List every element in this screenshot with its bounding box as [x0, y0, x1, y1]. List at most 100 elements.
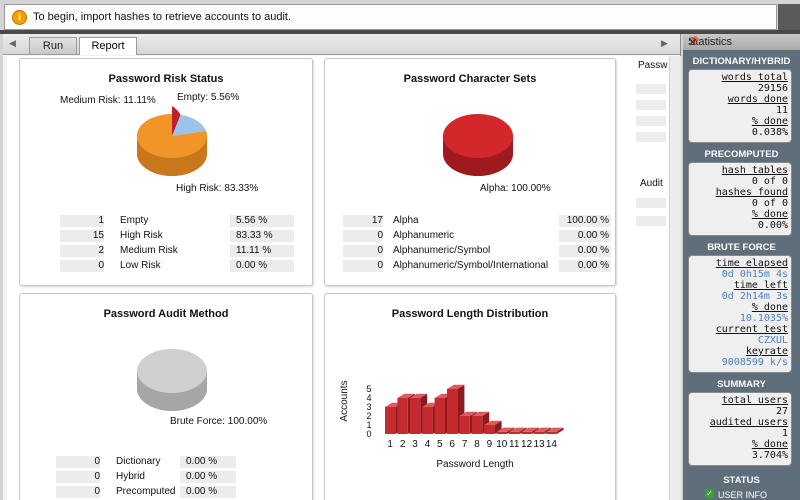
x-tick-label: 4: [425, 439, 431, 450]
time-elapsed-label: time elapsed: [715, 258, 788, 269]
hashes-found-label: hashes found: [715, 187, 788, 198]
bar-top: [409, 393, 428, 398]
current-test-label: current test: [715, 324, 788, 335]
bar: [484, 425, 495, 434]
y-axis-label: Accounts: [339, 380, 350, 421]
bar-side: [507, 427, 514, 434]
total-users-label: total users: [721, 395, 788, 406]
brute-force-stats: time elapsed 0d 0h15m 4s time left 0d 2h…: [688, 255, 792, 373]
bar: [409, 398, 421, 434]
x-tick-label: 3: [412, 439, 418, 450]
statistics-sidebar: Statistics 📌 ✕ DICTIONARY/HYBRID words t…: [683, 34, 800, 500]
words-total-value: 29156: [757, 83, 788, 94]
pin-icon[interactable]: 📌: [688, 36, 700, 46]
x-tick-label: 13: [533, 439, 545, 450]
audit-pie-chart: [137, 349, 207, 411]
pie-slice-high: [136, 113, 207, 158]
table-row: 17 Alpha 100.00 %: [343, 215, 611, 227]
tab-scroll-left-icon[interactable]: ◀: [9, 38, 16, 48]
x-tick-label: 1: [387, 439, 393, 450]
label-empty: Empty: 5.56%: [177, 92, 240, 103]
panel-title: Password Audit Method: [103, 308, 229, 320]
x-tick-label: 11: [509, 439, 520, 450]
y-tick-label: 3: [366, 402, 371, 412]
bar: [509, 431, 520, 434]
table-row: 0 Low Risk 0.00 %: [60, 260, 300, 272]
x-tick-label: 9: [487, 439, 493, 450]
panel-risk-status: Password Risk Status Medium Risk: 11.11%…: [19, 58, 313, 286]
y-tick-label: 5: [366, 384, 371, 394]
dictionary-pct-value: 0.038%: [751, 127, 788, 138]
partial-cell: [636, 100, 666, 110]
close-icon[interactable]: ✕: [688, 37, 698, 49]
partial-cell: [636, 116, 666, 126]
table-row: 0 Alphanumeric/Symbol 0.00 %: [343, 245, 611, 257]
bar-top: [496, 427, 514, 432]
precomputed-pct-label: % done: [751, 209, 788, 220]
panel-title: Password Risk Status: [108, 73, 224, 85]
time-left-value: 0d 2h14m 3s: [721, 291, 788, 302]
bar: [385, 407, 396, 434]
bar-top: [484, 420, 502, 425]
bar-side: [556, 427, 564, 434]
y-tick-label: 1: [366, 420, 371, 430]
time-left-label: time left: [733, 280, 788, 291]
risk-pie-chart: [136, 106, 207, 176]
table-row: 0 Precomputed 0.00 %: [56, 486, 296, 498]
x-tick-label: 10: [496, 439, 508, 450]
panel-audit-method: Password Audit Method Brute Force: 100.0…: [19, 293, 313, 500]
pie-slice-medium: [172, 114, 206, 136]
hashes-found-value: 0 of 0: [751, 198, 788, 209]
total-users-value: 27: [775, 406, 788, 417]
x-tick-label: 14: [546, 439, 558, 450]
summary-pct-value: 3.704%: [751, 450, 788, 461]
tab-scroll-right-icon[interactable]: ▶: [661, 38, 668, 48]
bar: [422, 407, 433, 434]
partial-cell: [636, 198, 666, 208]
bar-top: [447, 384, 465, 389]
partial-cell: [636, 84, 666, 94]
bar-top: [533, 427, 552, 432]
y-tick-label: 2: [366, 411, 371, 421]
hash-tables-value: 0 of 0: [751, 176, 788, 187]
x-tick-label: 12: [521, 439, 533, 450]
table-row: 2 Medium Risk 11.11 %: [60, 245, 300, 257]
statistics-title: Statistics: [688, 36, 733, 48]
bar: [546, 431, 557, 434]
statistics-header: Statistics 📌 ✕: [683, 34, 800, 50]
bar-side: [531, 427, 539, 434]
label-brute-force: Brute Force: 100.00%: [170, 416, 268, 427]
table-row: 1 Empty 5.56 %: [60, 215, 300, 227]
pie-slice-brute: [137, 349, 207, 393]
tab-run[interactable]: Run: [29, 37, 77, 54]
panel-title: Password Character Sets: [403, 73, 537, 85]
bar-side: [544, 427, 552, 434]
bar: [459, 416, 470, 434]
charset-pie-chart: [443, 114, 513, 176]
y-tick-label: 4: [366, 393, 371, 403]
tab-report[interactable]: Report: [79, 37, 137, 55]
precomputed-stats: hash tables 0 of 0 hashes found 0 of 0 %…: [688, 162, 792, 236]
bar: [397, 398, 408, 434]
pie-slice-empty-top: [172, 113, 181, 136]
bar-top: [397, 393, 415, 398]
report-content: Password Risk Status Medium Risk: 11.11%…: [7, 56, 669, 500]
section-summary-title: SUMMARY: [717, 379, 766, 390]
x-tick-label: 7: [462, 439, 468, 450]
panel-character-sets: Password Character Sets Alpha: 100.00% 1…: [324, 58, 616, 286]
x-tick-label: 2: [400, 439, 406, 450]
label-alpha: Alpha: 100.00%: [480, 183, 551, 194]
section-dictionary-title: DICTIONARY/HYBRID: [692, 56, 791, 67]
info-bar-scrollbar[interactable]: [778, 4, 800, 30]
info-icon: i: [12, 10, 27, 25]
panel-title: Password Length Distribution: [391, 308, 549, 320]
report-scrollbar[interactable]: [669, 56, 681, 500]
user-info-link[interactable]: USER INFO: [718, 490, 768, 500]
dictionary-stats: words total 29156 words done 11 % done 0…: [688, 69, 792, 143]
section-status-title: STATUS: [723, 475, 760, 486]
partial-cell: [636, 216, 666, 226]
brute-pct-value: 10.1035%: [739, 313, 788, 324]
partial-title-pass: Passw: [638, 60, 668, 71]
time-elapsed-value: 0d 0h15m 4s: [721, 269, 788, 280]
